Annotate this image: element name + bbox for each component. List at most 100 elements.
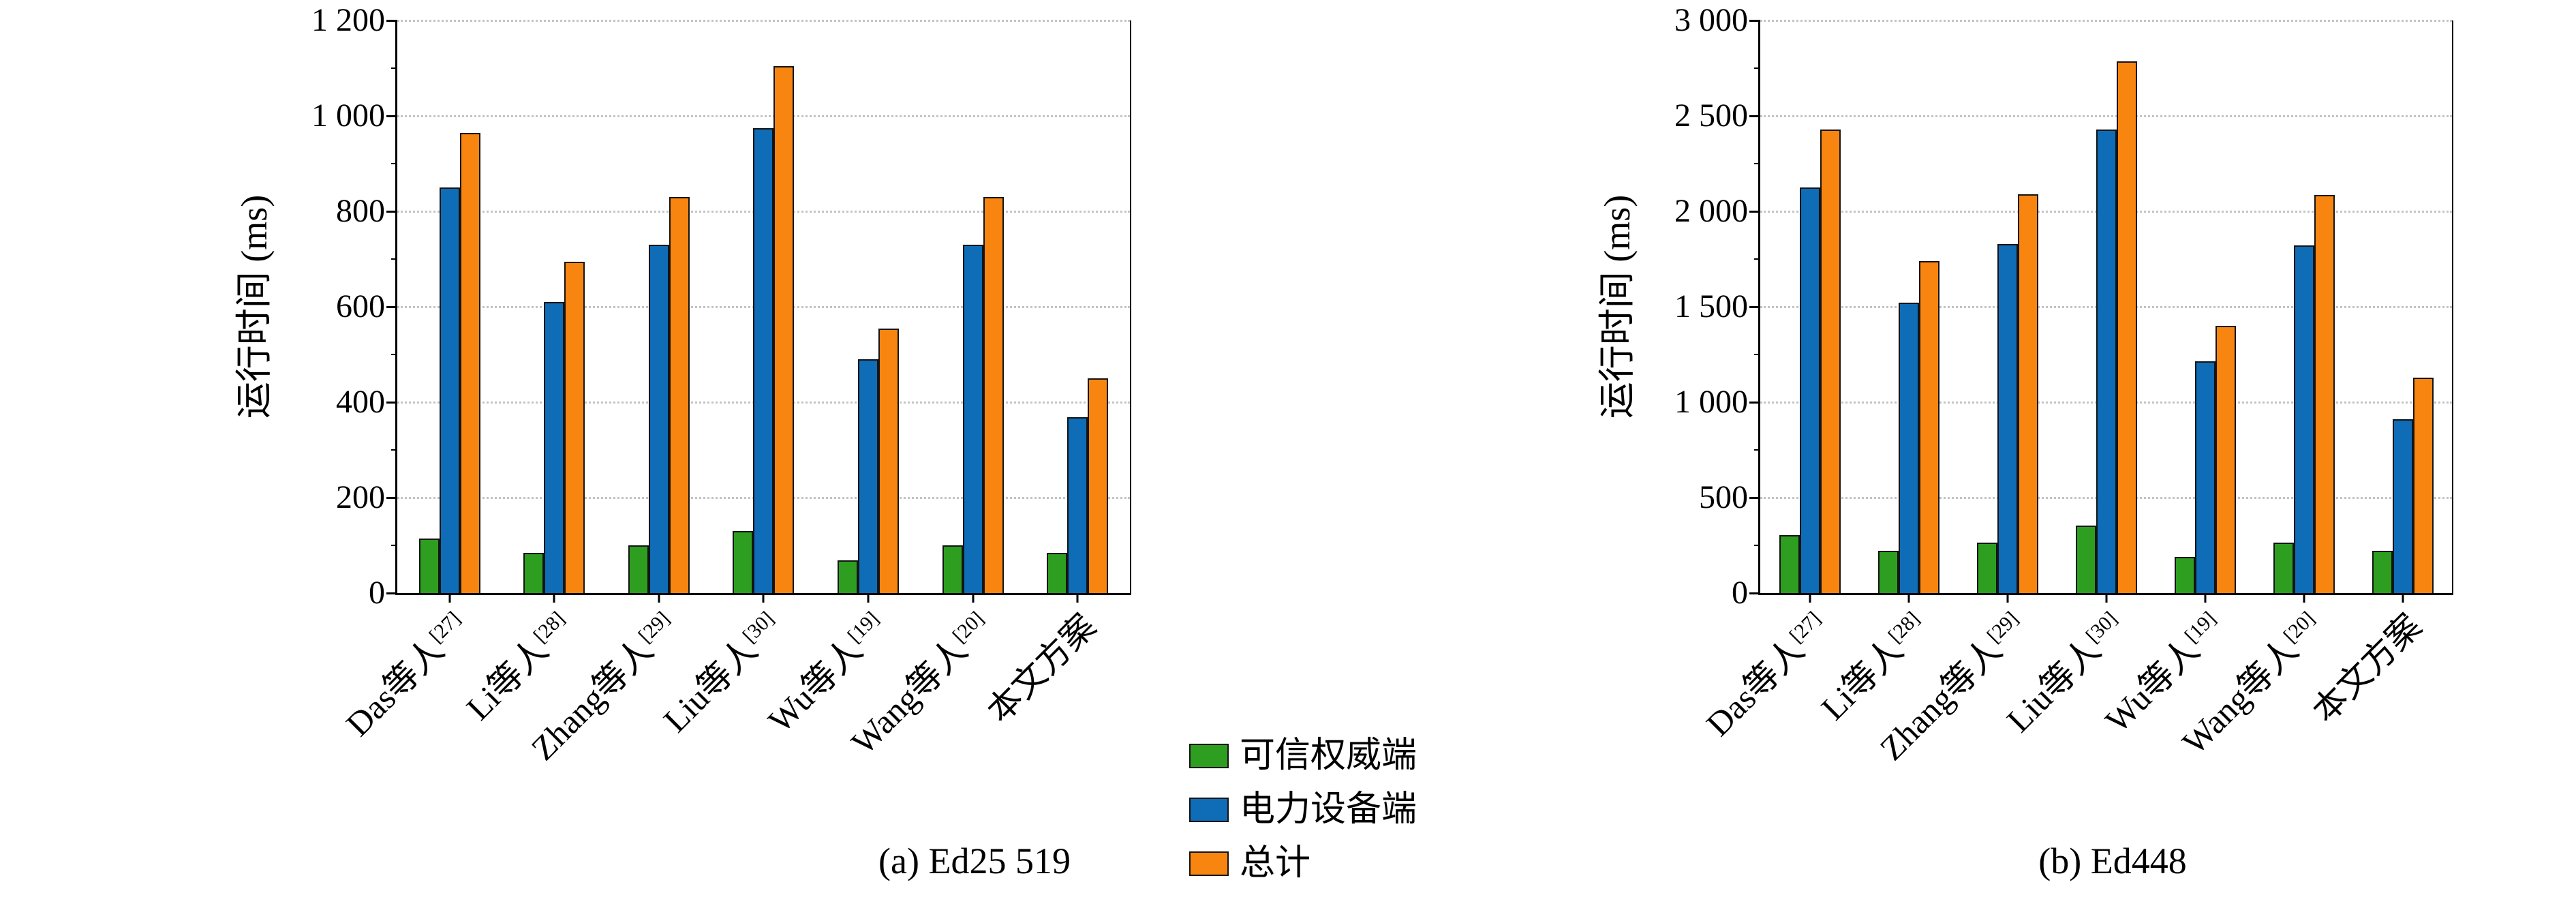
bar-总计 — [2215, 326, 2236, 593]
y-minor-tick — [391, 354, 397, 355]
chart-ed448: 运行时间 (ms) 0 500 1 000 1 500 2 000 2 500 3 000 D… — [1597, 4, 2453, 881]
bar-电力设备端 — [2096, 129, 2117, 593]
bar-电力设备端 — [439, 187, 460, 593]
y-major-tick — [1749, 210, 1760, 213]
legend-label: 总计 — [1240, 844, 1311, 883]
bar-总计 — [669, 197, 690, 593]
y-tick-label: 1 200 — [311, 2, 385, 38]
bar-总计 — [2017, 194, 2038, 593]
y-tick-label: 2 500 — [1674, 97, 1748, 134]
gridline — [397, 115, 1130, 117]
x-category-tick — [972, 593, 975, 603]
y-tick-label: 600 — [336, 288, 385, 324]
bar-总计 — [2116, 61, 2137, 593]
y-tick-label: 2 000 — [1674, 193, 1748, 229]
bar-总计 — [773, 65, 795, 593]
y-major-tick — [386, 401, 397, 404]
x-category-tick — [448, 593, 451, 603]
y-minor-tick — [1754, 67, 1760, 69]
bar-电力设备端 — [858, 359, 879, 593]
y-minor-tick — [1754, 449, 1760, 451]
bar-电力设备端 — [753, 127, 774, 593]
bar-电力设备端 — [1898, 303, 1919, 593]
bar-可信权威端 — [1047, 552, 1068, 593]
bars-area — [397, 20, 1130, 593]
bar-可信权威端 — [523, 552, 545, 593]
y-major-tick — [1749, 115, 1760, 117]
legend-item: 可信权威端 — [1189, 736, 1417, 775]
y-major-tick — [1749, 496, 1760, 499]
bar-可信权威端 — [942, 545, 963, 593]
legend: 可信权威端电力设备端总计 — [1189, 736, 1417, 883]
y-minor-tick — [1754, 545, 1760, 546]
x-category-tick — [762, 593, 765, 603]
bar-group — [942, 20, 1004, 593]
bar-group — [418, 20, 480, 593]
plot-area-ed448: 运行时间 (ms) 0 500 1 000 1 500 2 000 2 500 3 000 D… — [1597, 4, 2453, 768]
bar-电力设备端 — [1799, 187, 1820, 593]
chart-ed25519: 运行时间 (ms) 0 200 400 600 800 1 000 1 200 Das等人[2… — [234, 2, 1131, 881]
category-name: Li等人 — [1813, 631, 1911, 727]
gridline — [397, 20, 1130, 22]
x-category-tick — [658, 593, 660, 603]
bar-可信权威端 — [2273, 542, 2294, 593]
bar-group — [733, 20, 795, 593]
y-major-tick — [386, 592, 397, 594]
bar-group — [2372, 20, 2434, 593]
bar-可信权威端 — [2174, 556, 2195, 593]
subfigure-caption-b: (b) Ed448 — [2038, 841, 2187, 881]
y-minor-tick — [391, 449, 397, 451]
x-category-tick — [2105, 593, 2108, 603]
bar-可信权威端 — [733, 531, 754, 593]
bar-电力设备端 — [2293, 245, 2314, 593]
y-major-tick — [1749, 19, 1760, 22]
bar-电力设备端 — [648, 245, 669, 593]
x-category-tick — [553, 593, 555, 603]
figure: 运行时间 (ms) 0 200 400 600 800 1 000 1 200 Das等人[2… — [234, 2, 2453, 883]
legend-item: 总计 — [1189, 844, 1417, 883]
bar-总计 — [2314, 195, 2335, 593]
y-tick-label: 800 — [336, 193, 385, 229]
legend-swatch — [1189, 797, 1229, 822]
bar-可信权威端 — [2372, 551, 2393, 593]
legend-label: 电力设备端 — [1240, 790, 1417, 830]
bar-电力设备端 — [962, 245, 983, 593]
category-name: 本文方案 — [2305, 606, 2429, 730]
gridline — [1760, 20, 2452, 22]
bar-总计 — [459, 132, 480, 593]
y-minor-tick — [1754, 163, 1760, 164]
legend-label: 可信权威端 — [1240, 736, 1417, 775]
bar-电力设备端 — [544, 302, 565, 593]
x-category-tick — [2303, 593, 2305, 603]
y-minor-tick — [391, 163, 397, 164]
bar-总计 — [1088, 378, 1109, 593]
bar-总计 — [2412, 377, 2434, 593]
y-major-tick — [386, 496, 397, 499]
bar-group — [523, 20, 585, 593]
x-category-tick — [2402, 593, 2404, 603]
y-axis-label: 运行时间 (ms) — [1597, 194, 1638, 419]
y-minor-tick — [391, 67, 397, 69]
bar-group — [2174, 20, 2236, 593]
y-tick-label: 500 — [1699, 479, 1748, 515]
y-tick-label: 0 — [1732, 575, 1748, 611]
y-tick-label: 1 500 — [1674, 288, 1748, 324]
bar-group — [2075, 20, 2137, 593]
y-major-tick — [1749, 401, 1760, 404]
x-category-tick — [1907, 593, 1910, 603]
bar-总计 — [1820, 129, 1841, 593]
bar-可信权威端 — [1877, 551, 1899, 593]
bar-可信权威端 — [418, 538, 440, 593]
bar-可信权威端 — [838, 560, 859, 593]
y-minor-tick — [391, 545, 397, 546]
bar-可信权威端 — [1976, 542, 1997, 593]
y-major-tick — [1749, 592, 1760, 594]
y-minor-tick — [1754, 354, 1760, 355]
bar-可信权威端 — [1779, 534, 1800, 593]
y-major-tick — [386, 210, 397, 213]
y-minor-tick — [1754, 258, 1760, 260]
bar-电力设备端 — [1997, 243, 2018, 593]
legend-swatch — [1189, 743, 1229, 768]
gridline — [1760, 115, 2452, 117]
x-category-tick — [1076, 593, 1079, 603]
